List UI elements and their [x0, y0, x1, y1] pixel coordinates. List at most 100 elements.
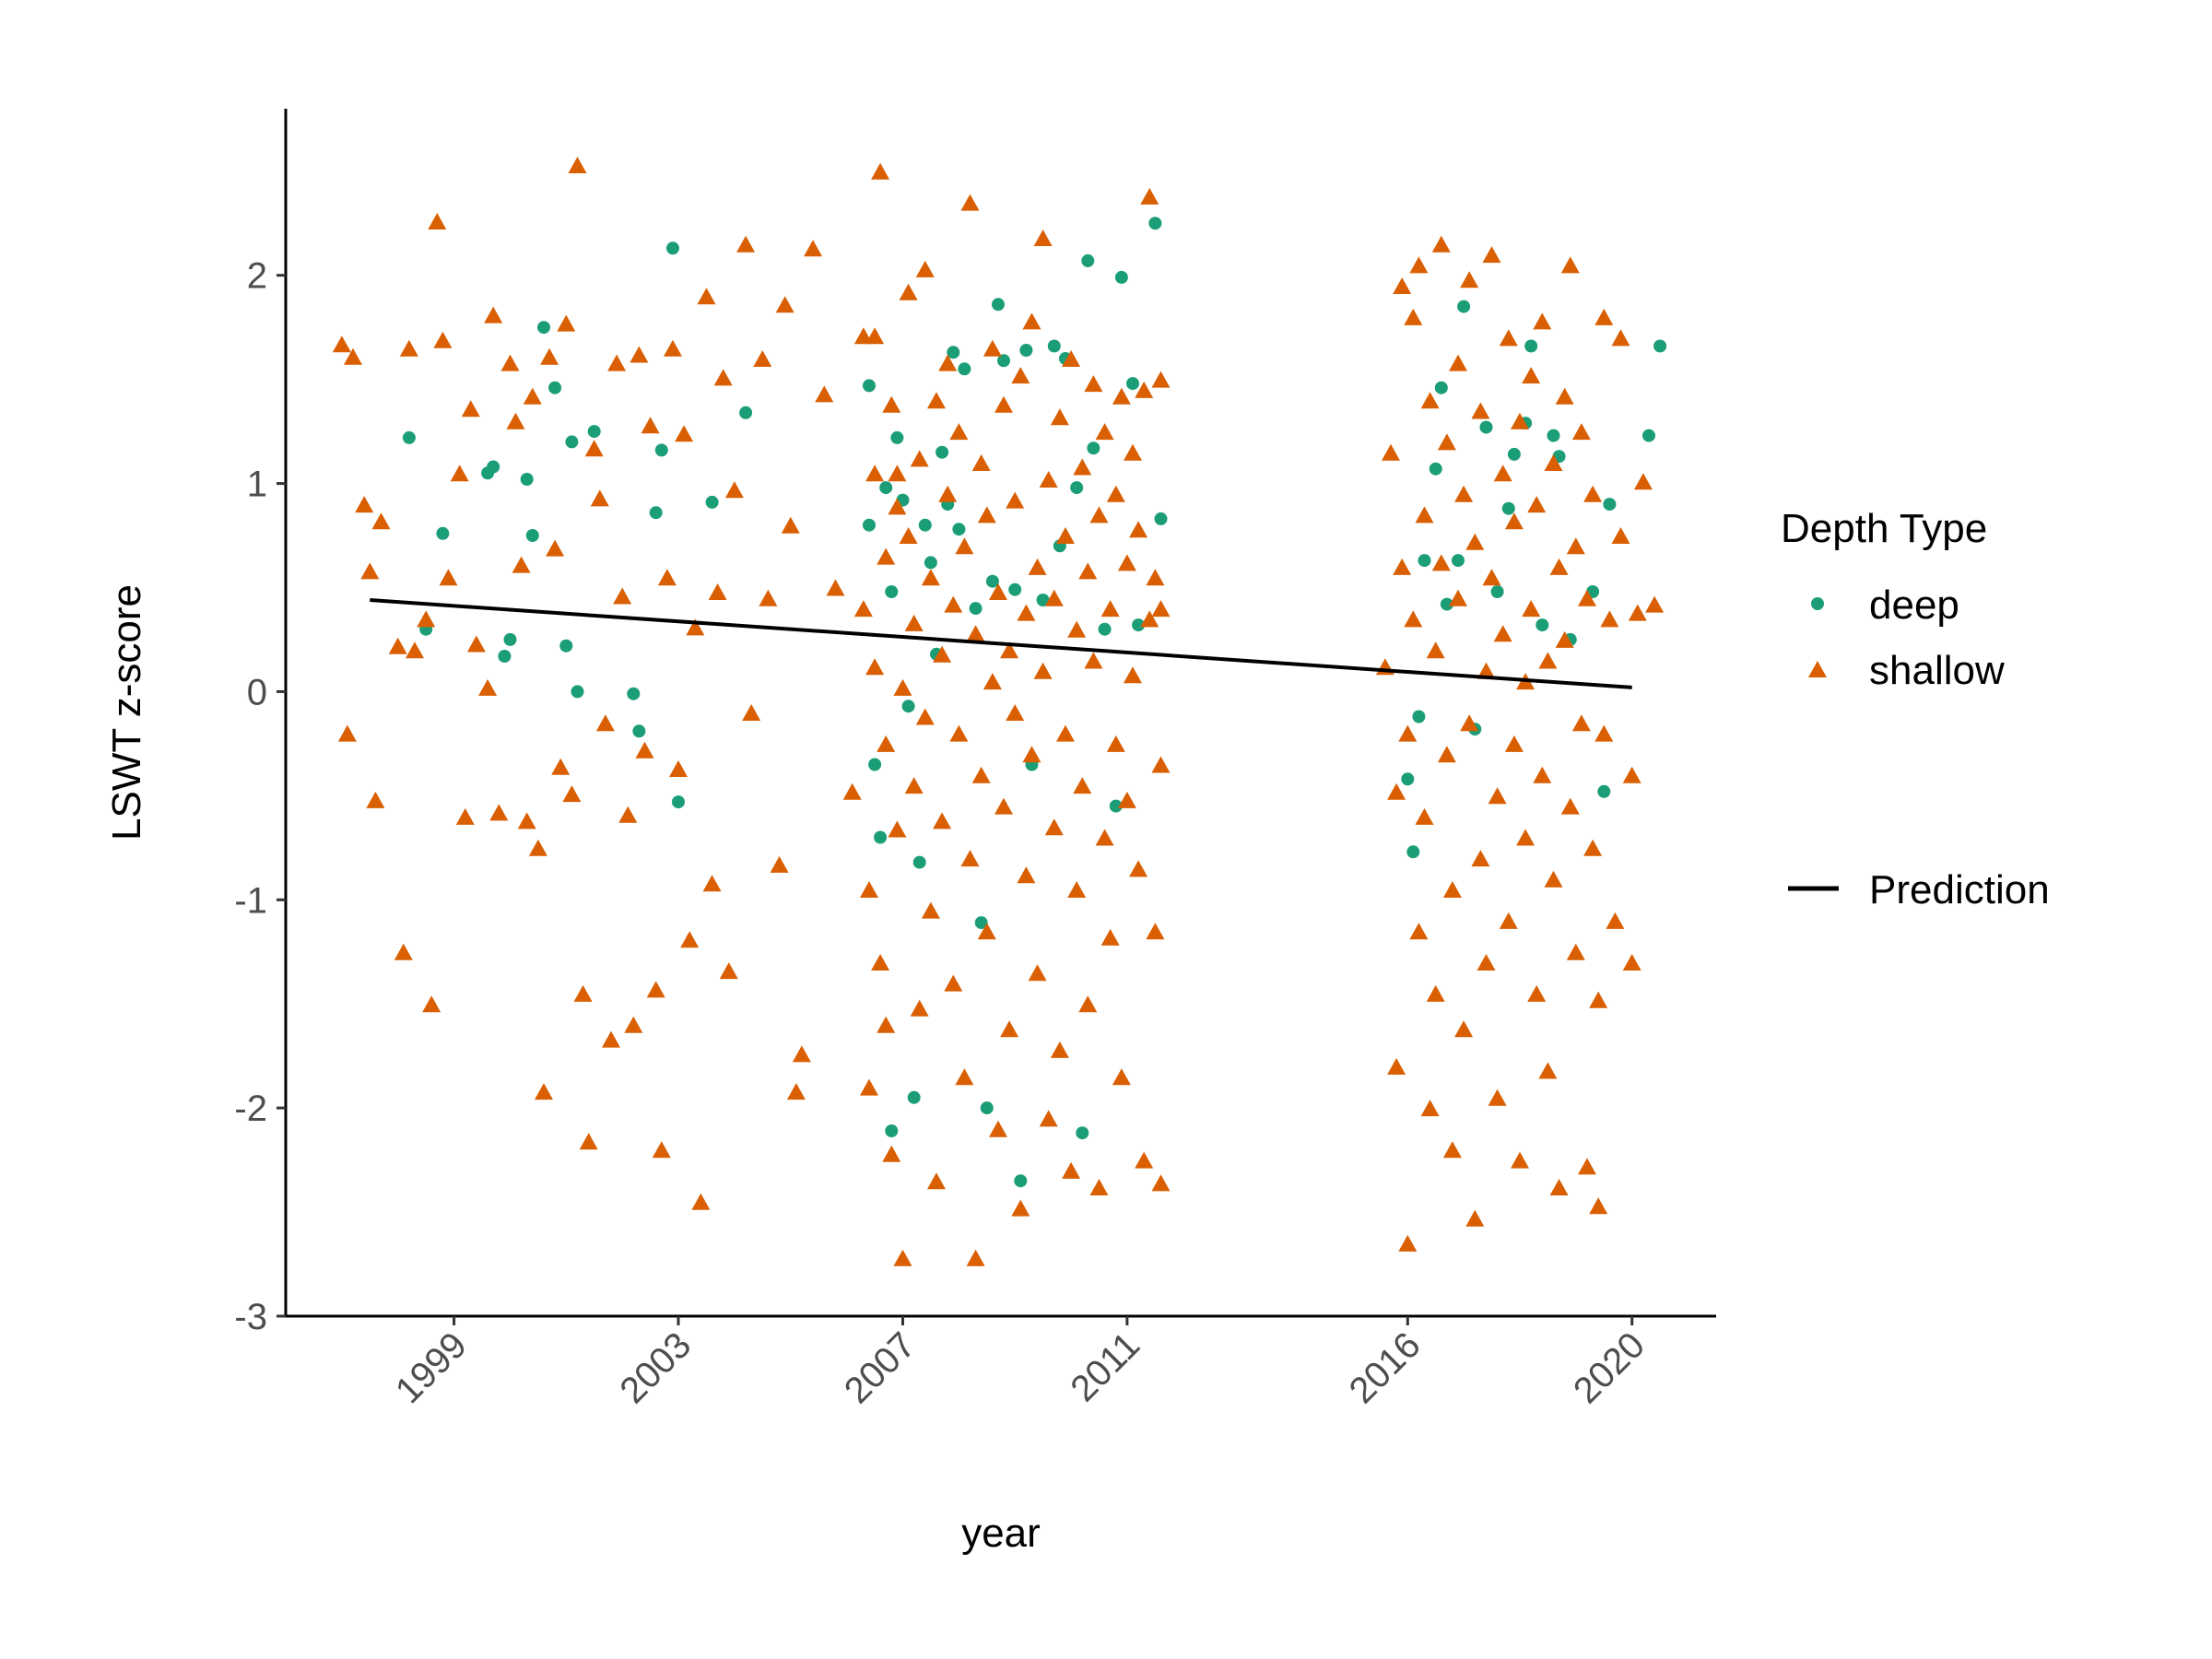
shallow-point	[1106, 735, 1125, 752]
shallow-point	[1527, 984, 1547, 1002]
shallow-point	[1089, 1179, 1109, 1195]
shallow-point	[1084, 652, 1103, 669]
shallow-point	[1022, 312, 1041, 330]
y-tick-label: 2	[247, 256, 267, 297]
deep-point	[1507, 447, 1521, 461]
deep-point	[672, 795, 685, 809]
shallow-point	[551, 758, 571, 775]
deep-point	[885, 1124, 899, 1137]
deep-point	[1418, 554, 1431, 568]
shallow-point	[888, 498, 907, 515]
shallow-point	[450, 465, 469, 482]
legend: Depth Type deep shallow Prediction	[1781, 506, 2050, 912]
shallow-point	[602, 1030, 620, 1048]
shallow-point	[826, 579, 845, 596]
x-tick-label: 1999	[388, 1324, 475, 1411]
shallow-point	[1431, 554, 1451, 571]
shallow-point	[994, 797, 1013, 815]
shallow-point	[1645, 595, 1665, 613]
shallow-point	[1112, 1068, 1131, 1086]
deep-point	[918, 518, 932, 532]
shallow-point	[770, 855, 789, 873]
legend-prediction-label: Prediction	[1869, 867, 2050, 912]
shallow-point	[1426, 641, 1445, 659]
shallow-point	[786, 1083, 806, 1100]
shallow-point	[753, 350, 772, 367]
shallow-point	[921, 901, 940, 919]
y-tick-label: -3	[234, 1297, 267, 1337]
shallow-point	[1499, 912, 1518, 929]
deep-point	[587, 425, 601, 439]
shallow-point	[1078, 995, 1098, 1013]
x-tick-label: 2003	[612, 1324, 699, 1411]
shallow-point	[1454, 485, 1474, 502]
deep-point	[571, 685, 584, 699]
shallow-point	[1067, 881, 1087, 898]
shallow-point	[815, 385, 834, 403]
shallow-point	[1420, 392, 1440, 409]
shallow-point	[1420, 1100, 1440, 1117]
deep-point	[952, 523, 966, 536]
shallow-point	[893, 678, 912, 696]
deep-point	[1148, 217, 1162, 230]
shallow-point	[804, 240, 823, 257]
legend-deep-marker	[1811, 597, 1824, 610]
shallow-point	[691, 1193, 711, 1210]
shallow-point	[399, 339, 418, 357]
shallow-point	[702, 875, 722, 892]
deep-point	[924, 556, 937, 570]
deep-point	[1154, 512, 1168, 525]
shallow-point	[915, 260, 935, 277]
shallow-point	[904, 777, 924, 794]
shallow-point	[455, 807, 475, 825]
deep-point	[1479, 420, 1493, 434]
deep-point	[958, 362, 971, 376]
shallow-point	[910, 999, 929, 1017]
shallow-point	[607, 354, 627, 371]
shallow-point	[1011, 1199, 1030, 1217]
shallow-point	[506, 412, 525, 429]
legend-shallow-marker	[1808, 661, 1827, 677]
deep-point	[632, 724, 646, 738]
shallow-point	[944, 595, 963, 613]
shallow-point	[422, 995, 441, 1013]
shallow-point	[966, 1249, 985, 1266]
shallow-point	[1454, 1020, 1474, 1038]
shallow-point	[1589, 1197, 1608, 1215]
shallow-point	[921, 569, 940, 586]
shallow-point	[1409, 923, 1429, 940]
shallow-point	[1533, 766, 1552, 783]
deep-point	[1653, 339, 1667, 353]
shallow-point	[1387, 1058, 1406, 1075]
shallow-point	[915, 708, 935, 725]
y-tick-label: -2	[234, 1088, 267, 1129]
shallow-point	[466, 635, 486, 653]
shallow-point	[1571, 423, 1591, 441]
deep-point	[520, 473, 534, 486]
deep-point	[1081, 253, 1095, 267]
shallow-point	[1022, 746, 1041, 763]
shallow-point	[865, 327, 885, 345]
shallow-point	[360, 562, 380, 580]
shallow-point	[871, 162, 890, 180]
shallow-point	[877, 1016, 896, 1033]
shallow-point	[1151, 371, 1171, 388]
legend-title: Depth Type	[1781, 506, 1987, 551]
y-axis-title: LSWT z-score	[104, 584, 149, 841]
deep-point	[1087, 441, 1100, 455]
shallow-point	[1100, 928, 1120, 946]
shallow-point	[1482, 246, 1501, 264]
shallow-point	[1471, 850, 1490, 867]
shallow-point	[1460, 271, 1479, 288]
deep-point	[997, 354, 1010, 368]
shallow-point	[1140, 610, 1159, 628]
shallow-point	[1044, 818, 1064, 836]
shallow-point	[842, 782, 862, 800]
shallow-point	[1493, 465, 1512, 482]
deep-point	[1008, 582, 1022, 596]
shallow-point	[899, 283, 918, 300]
shallow-point	[989, 583, 1007, 600]
shallow-point	[1499, 329, 1518, 347]
shallow-point	[680, 931, 700, 948]
shallow-point	[669, 760, 688, 777]
